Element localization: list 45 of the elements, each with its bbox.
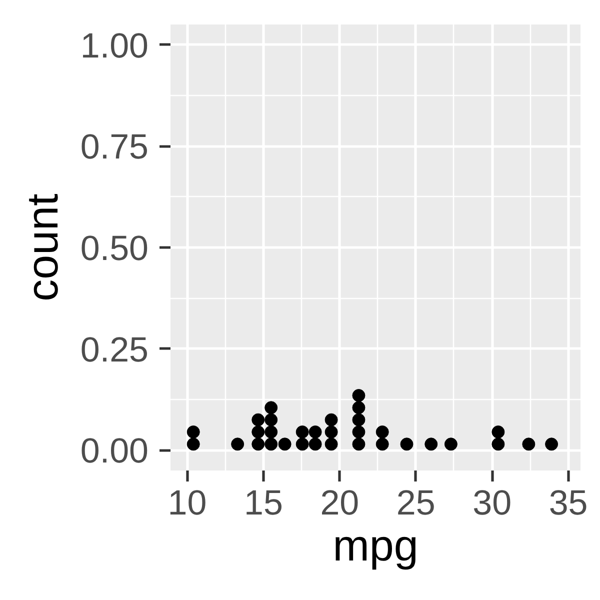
y-tick-label: 0.50 [80, 229, 149, 268]
y-tick-label: 0.25 [80, 330, 149, 370]
point [252, 425, 265, 438]
x-tick-label: 15 [244, 484, 283, 522]
point [352, 401, 366, 414]
x-tick-label: 30 [472, 484, 512, 522]
point [231, 438, 244, 451]
point [296, 438, 309, 451]
point [264, 425, 278, 438]
point [444, 438, 458, 451]
point [278, 438, 292, 451]
x-tick-label: 20 [320, 484, 360, 522]
point [324, 413, 338, 426]
point [376, 438, 389, 451]
y-tick-label: 0.75 [80, 128, 149, 167]
point [492, 438, 505, 451]
point [252, 438, 265, 451]
point [308, 425, 322, 438]
point [252, 413, 265, 426]
y-tick-label: 0.00 [80, 432, 149, 471]
y-tick-label: 1.00 [80, 26, 149, 66]
point [400, 438, 414, 451]
x-tick-label: 10 [168, 484, 207, 522]
point [296, 425, 309, 438]
point [352, 438, 366, 451]
point [308, 438, 322, 451]
point [352, 389, 366, 402]
point [324, 425, 338, 438]
point [376, 425, 389, 438]
y-axis-title: count [18, 194, 68, 302]
point [352, 413, 366, 426]
point [264, 413, 278, 426]
point [264, 401, 278, 414]
x-tick-label: 25 [396, 484, 436, 522]
point [186, 425, 200, 438]
point [545, 438, 558, 451]
point [522, 438, 536, 451]
point [492, 425, 505, 438]
point [264, 438, 278, 451]
point [424, 438, 438, 451]
point [186, 438, 200, 451]
x-axis-title: mpg [332, 522, 418, 570]
point [352, 425, 366, 438]
x-tick-label: 35 [548, 484, 588, 522]
point [324, 438, 338, 451]
